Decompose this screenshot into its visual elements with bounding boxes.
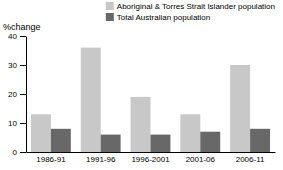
bar xyxy=(180,114,200,152)
x-tick: 1996-2001 xyxy=(131,155,170,164)
legend-label: Total Australian population xyxy=(117,13,210,22)
y-tick: 0 xyxy=(13,148,26,157)
x-tick: 1991-96 xyxy=(86,155,116,164)
chart: 0 10 20 30 40 1986-91 1991-96 1996-2001 2001-06 2… xyxy=(0,0,283,170)
bar xyxy=(200,132,220,152)
plot: 0 10 20 30 40 1986-91 1991-96 1996-2001 2001-06 2… xyxy=(8,32,275,164)
bar xyxy=(81,48,101,152)
y-axis: 0 10 20 30 40 xyxy=(8,32,26,157)
y-tick-mark xyxy=(20,123,26,124)
bar xyxy=(250,129,270,152)
x-tick-label: 1986-91 xyxy=(36,155,66,164)
legend-swatch xyxy=(106,2,114,10)
y-tick: 20 xyxy=(8,90,26,99)
x-tick-label: 1991-96 xyxy=(86,155,116,164)
y-axis-line xyxy=(26,37,27,153)
y-tick-label: 40 xyxy=(8,32,17,41)
y-tick-label: 10 xyxy=(8,119,17,128)
legend-item: Aboriginal & Torres Strait Islander popu… xyxy=(106,2,275,11)
y-axis-label: %change xyxy=(3,22,41,32)
y-tick-mark xyxy=(20,65,26,66)
y-tick-mark xyxy=(20,94,26,95)
y-tick-label: 20 xyxy=(8,90,17,99)
bar xyxy=(131,97,151,152)
y-tick: 10 xyxy=(8,119,26,128)
y-tick: 40 xyxy=(8,32,26,41)
bar xyxy=(31,114,51,152)
legend-swatch xyxy=(106,13,114,21)
y-tick-mark xyxy=(20,152,26,153)
x-tick-label: 2006-11 xyxy=(236,155,265,164)
bar xyxy=(51,129,71,152)
y-tick-label: 30 xyxy=(8,61,17,70)
x-tick: 1986-91 xyxy=(36,155,66,164)
x-tick-label: 2001-06 xyxy=(186,155,216,164)
bar xyxy=(101,135,121,152)
y-tick-label: 0 xyxy=(13,148,18,157)
legend-label: Aboriginal & Torres Strait Islander popu… xyxy=(117,2,275,11)
x-tick: 2006-11 xyxy=(236,155,265,164)
bar xyxy=(230,65,250,152)
x-axis: 1986-91 1991-96 1996-2001 2001-06 2006-11 xyxy=(27,153,276,164)
bars xyxy=(31,48,270,152)
x-tick: 2001-06 xyxy=(186,155,216,164)
y-tick: 30 xyxy=(8,61,26,70)
bar xyxy=(151,135,171,152)
x-tick-label: 1996-2001 xyxy=(131,155,170,164)
legend: Aboriginal & Torres Strait Islander popu… xyxy=(106,2,275,22)
y-tick-mark xyxy=(20,36,26,37)
legend-item: Total Australian population xyxy=(106,13,210,22)
x-axis-line xyxy=(27,152,276,153)
